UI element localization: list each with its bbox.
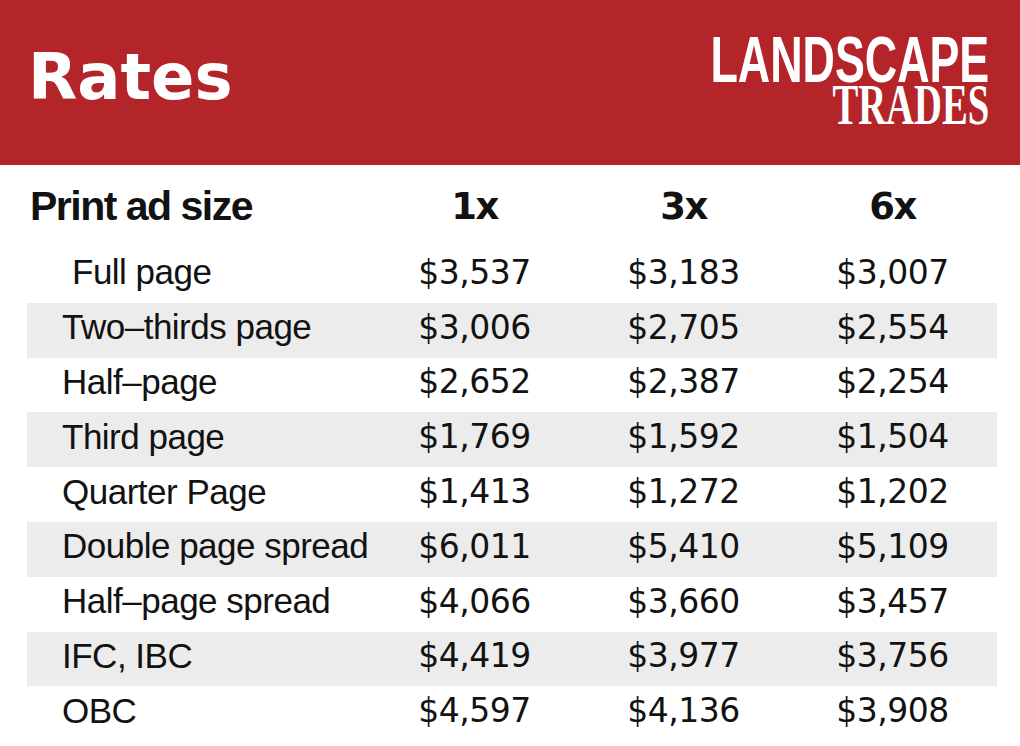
price-cell: $2,705: [579, 308, 788, 347]
row-label: Half–page spread: [27, 581, 370, 621]
row-label: Double page spread: [27, 526, 370, 566]
price-cell: $1,769: [370, 417, 579, 456]
row-label: Quarter Page: [27, 472, 370, 512]
table-header-row: Print ad size 1x 3x 6x: [27, 165, 997, 248]
price-cell: $3,756: [788, 636, 997, 675]
rates-table: Print ad size 1x 3x 6x Full page$3,537$3…: [27, 165, 997, 741]
price-cell: $3,908: [788, 691, 997, 730]
price-cell: $4,066: [370, 582, 579, 621]
table-body: Full page$3,537$3,183$3,007Two–thirds pa…: [27, 248, 997, 741]
price-cell: $1,202: [788, 472, 997, 511]
table-row: Quarter Page$1,413$1,272$1,202: [27, 467, 997, 522]
price-cell: $4,136: [579, 691, 788, 730]
price-cell: $3,183: [579, 253, 788, 292]
row-label: Two–thirds page: [27, 307, 370, 347]
price-cell: $6,011: [370, 527, 579, 566]
price-cell: $3,660: [579, 582, 788, 621]
table-row: Half–page spread$4,066$3,660$3,457: [27, 577, 997, 632]
price-cell: $4,419: [370, 636, 579, 675]
column-header-print-ad-size: Print ad size: [27, 183, 370, 230]
column-header-3x: 3x: [579, 185, 788, 228]
row-label: OBC: [27, 691, 370, 731]
header-banner: Rates LANDSCAPE TRADES: [0, 0, 1020, 165]
price-cell: $3,977: [579, 636, 788, 675]
row-label: Third page: [27, 417, 370, 457]
price-cell: $3,457: [788, 582, 997, 621]
row-label: Full page: [27, 252, 370, 292]
column-header-6x: 6x: [788, 185, 997, 228]
table-row: IFC, IBC$4,419$3,977$3,756: [27, 632, 997, 687]
row-label: Half–page: [27, 362, 370, 402]
price-cell: $1,272: [579, 472, 788, 511]
price-cell: $1,592: [579, 417, 788, 456]
price-cell: $2,254: [788, 362, 997, 401]
price-cell: $5,410: [579, 527, 788, 566]
price-cell: $1,504: [788, 417, 997, 456]
table-row: Double page spread$6,011$5,410$5,109: [27, 522, 997, 577]
price-cell: $3,007: [788, 253, 997, 292]
table-row: Full page$3,537$3,183$3,007: [27, 248, 997, 303]
table-row: Two–thirds page$3,006$2,705$2,554: [27, 303, 997, 358]
table-row: Third page$1,769$1,592$1,504: [27, 412, 997, 467]
logo-trades-text: TRADES: [832, 77, 989, 133]
price-cell: $1,413: [370, 472, 579, 511]
row-label: IFC, IBC: [27, 636, 370, 676]
table-row: Half–page$2,652$2,387$2,254: [27, 358, 997, 413]
price-cell: $5,109: [788, 527, 997, 566]
price-cell: $2,387: [579, 362, 788, 401]
column-header-1x: 1x: [370, 185, 579, 228]
page-title: Rates: [28, 45, 233, 109]
price-cell: $2,652: [370, 362, 579, 401]
price-cell: $3,537: [370, 253, 579, 292]
table-row: OBC$4,597$4,136$3,908: [27, 686, 997, 741]
price-cell: $4,597: [370, 691, 579, 730]
price-cell: $3,006: [370, 308, 579, 347]
price-cell: $2,554: [788, 308, 997, 347]
